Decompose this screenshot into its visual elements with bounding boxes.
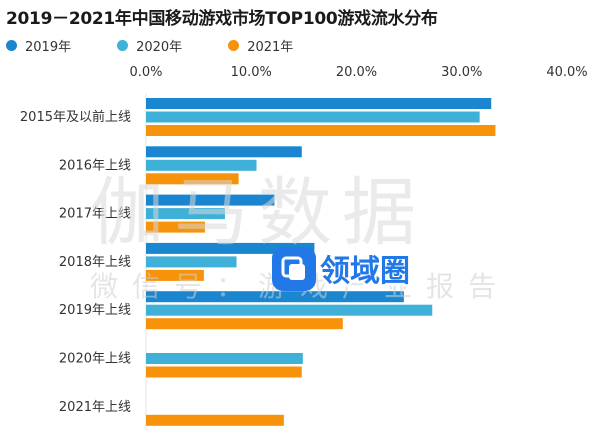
legend-swatch-2019	[6, 40, 17, 51]
watermark-logo: 领域圈	[272, 247, 413, 292]
x-tick-label: 10.0%	[231, 65, 272, 80]
chart-title: 2019－2021年中国移动游戏市场TOP100游戏流水分布	[6, 9, 438, 29]
bar-2020年-2020年上线	[146, 353, 303, 364]
x-tick-label: 40.0%	[546, 65, 587, 80]
logo-text: 领域圈	[320, 254, 410, 289]
watermark: 伽马数据 微信号：游戏产业报告 领域圈	[90, 170, 496, 303]
bar-2021年-2018年上线	[146, 269, 204, 281]
logo-icon-square-2	[289, 264, 305, 280]
x-tick-label: 0.0%	[129, 65, 162, 80]
bar-2021年-2020年上线	[146, 366, 302, 378]
legend-label-2020: 2020年	[136, 40, 183, 55]
bar-2019年-2017年上线	[146, 194, 275, 206]
legend-item-2019: 2019年	[6, 36, 71, 55]
legend-label-2021: 2021年	[247, 40, 294, 55]
legend-item-2020: 2020年	[117, 36, 182, 55]
bar-2020年-2018年上线	[146, 256, 237, 268]
category-label: 2017年上线	[59, 207, 131, 222]
category-label: 2020年上线	[59, 352, 131, 367]
category-label: 2015年及以前上线	[20, 109, 131, 125]
category-label: 2016年上线	[59, 158, 131, 173]
legend: 2019年 2020年 2021年	[6, 36, 339, 55]
bar-2020年-2017年上线	[146, 208, 225, 220]
watermark-main: 伽马数据	[90, 170, 426, 256]
bar-2019年-2015年及以前上线	[146, 98, 492, 109]
bar-2020年-2015年及以前上线	[146, 111, 480, 123]
bar-2021年-2016年上线	[146, 173, 239, 185]
legend-swatch-2021	[228, 40, 240, 51]
x-tick-label: 30.0%	[441, 65, 482, 80]
bar-2021年-2019年上线	[146, 318, 343, 330]
bar-2021年-2021年上线	[146, 414, 284, 426]
category-label: 2018年上线	[59, 255, 131, 270]
category-labels: 2015年及以前上线 2016年上线 2017年上线 2018年上线 2019年上线 20…	[20, 109, 131, 415]
bar-2020年-2016年上线	[146, 159, 257, 171]
bar-2019年-2016年上线	[146, 146, 302, 158]
bar-2019年-2019年上线	[146, 291, 404, 303]
legend-swatch-2020	[117, 40, 129, 51]
legend-item-2021: 2021年	[228, 36, 293, 55]
category-label: 2019年上线	[59, 303, 131, 318]
bar-2019年-2018年上线	[146, 242, 315, 254]
bar-2021年-2015年及以前上线	[146, 125, 496, 136]
bar-2021年-2017年上线	[146, 221, 205, 233]
bar-2020年-2019年上线	[146, 304, 433, 316]
x-tick-label: 20.0%	[336, 65, 377, 80]
bars	[146, 98, 496, 426]
legend-label-2019: 2019年	[25, 40, 72, 55]
category-label: 2021年上线	[59, 400, 131, 415]
